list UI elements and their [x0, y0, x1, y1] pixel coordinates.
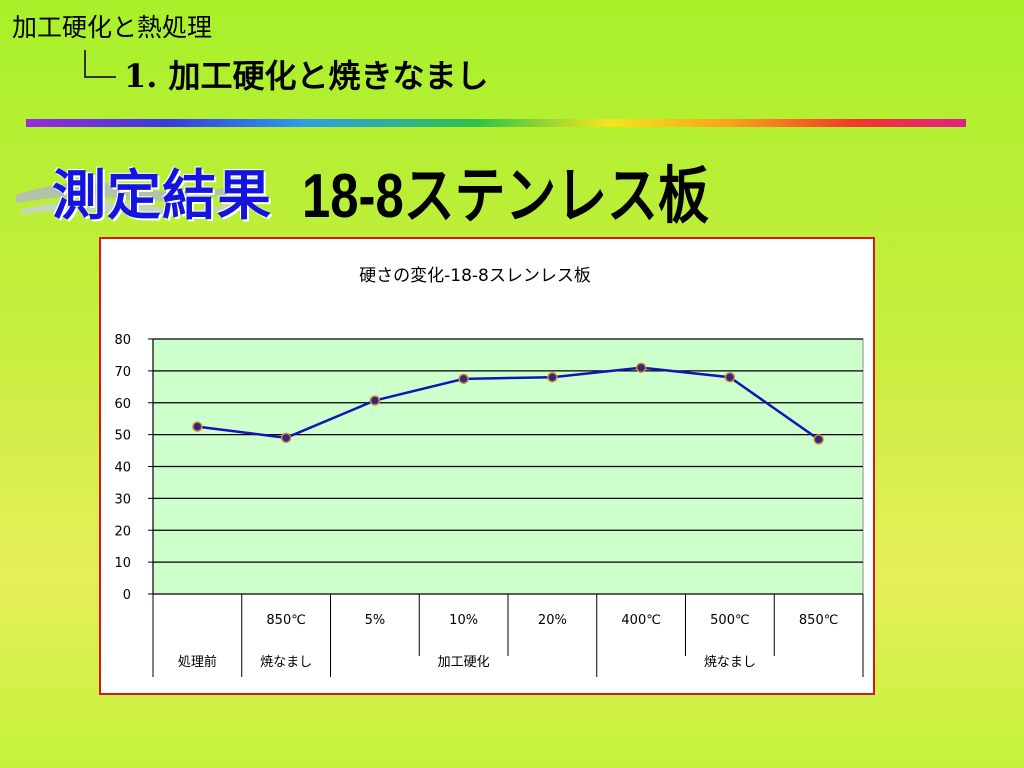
- rainbow-divider: [26, 119, 966, 127]
- x-tick-label: 400℃: [621, 613, 660, 628]
- x-tick-label: 500℃: [710, 613, 749, 628]
- data-point: [813, 434, 824, 445]
- slide-heading: 測定結果 18-8ステンレス板: [14, 148, 798, 232]
- y-tick-label: 50: [114, 429, 131, 444]
- x-group-label: 処理前: [178, 654, 217, 670]
- x-tick-label: 850℃: [799, 613, 838, 628]
- x-group-label: 焼なまし: [260, 655, 312, 670]
- x-group-label: 加工硬化: [438, 655, 490, 670]
- data-point: [280, 432, 292, 444]
- series-line: [197, 366, 820, 441]
- breadcrumb-sub: 1. 加工硬化と焼きなまし: [84, 50, 489, 98]
- x-axis-categories: 850℃ 5% 10% 20% 400℃ 500℃ 850℃ 処理前 焼なまし 加工硬化 焼なまし: [152, 594, 864, 677]
- y-tick-label: 70: [114, 365, 131, 380]
- x-tick-label: 5%: [365, 613, 386, 628]
- data-points: [192, 362, 824, 445]
- y-tick-label: 80: [114, 333, 131, 348]
- y-tick-label: 0: [123, 588, 131, 603]
- tree-branch-line: [84, 50, 116, 78]
- x-tick-label: 20%: [538, 613, 567, 628]
- x-tick-label: 850℃: [266, 613, 305, 628]
- section-title: 1. 加工硬化と焼きなまし: [124, 57, 489, 95]
- hardness-chart: 硬さの変化-18-8スレンレス板 0 10 20 30 40 50 60 70 80 850℃ 5…: [114, 266, 864, 677]
- chart-frame: 硬さの変化-18-8スレンレス板 0 10 20 30 40 50 60 70 80 850℃ 5…: [99, 237, 875, 695]
- data-point: [547, 372, 558, 383]
- heading-left-text: 測定結果: [52, 163, 272, 227]
- y-tick-label: 60: [114, 397, 131, 412]
- chart-title: 硬さの変化-18-8スレンレス板: [359, 266, 591, 286]
- x-group-label: 焼なまし: [704, 655, 756, 670]
- x-tick-label: 10%: [449, 613, 478, 628]
- swoosh-decoration: [16, 182, 232, 215]
- data-point: [369, 395, 381, 406]
- heading-left-wrap: 測定結果: [14, 151, 272, 230]
- gridlines: [148, 338, 863, 595]
- breadcrumb-top: 加工硬化と熱処理: [12, 13, 213, 42]
- y-tick-label: 40: [114, 461, 131, 476]
- y-tick-label: 30: [114, 492, 131, 507]
- data-point: [635, 362, 647, 373]
- y-tick-label: 20: [114, 524, 131, 539]
- y-tick-labels: 0 10 20 30 40 50 60 70 80: [114, 333, 131, 603]
- data-point: [724, 372, 736, 383]
- data-point: [458, 373, 469, 385]
- heading-right-text: 18-8ステンレス板: [302, 162, 709, 231]
- data-point: [192, 421, 203, 432]
- y-tick-label: 10: [114, 556, 131, 571]
